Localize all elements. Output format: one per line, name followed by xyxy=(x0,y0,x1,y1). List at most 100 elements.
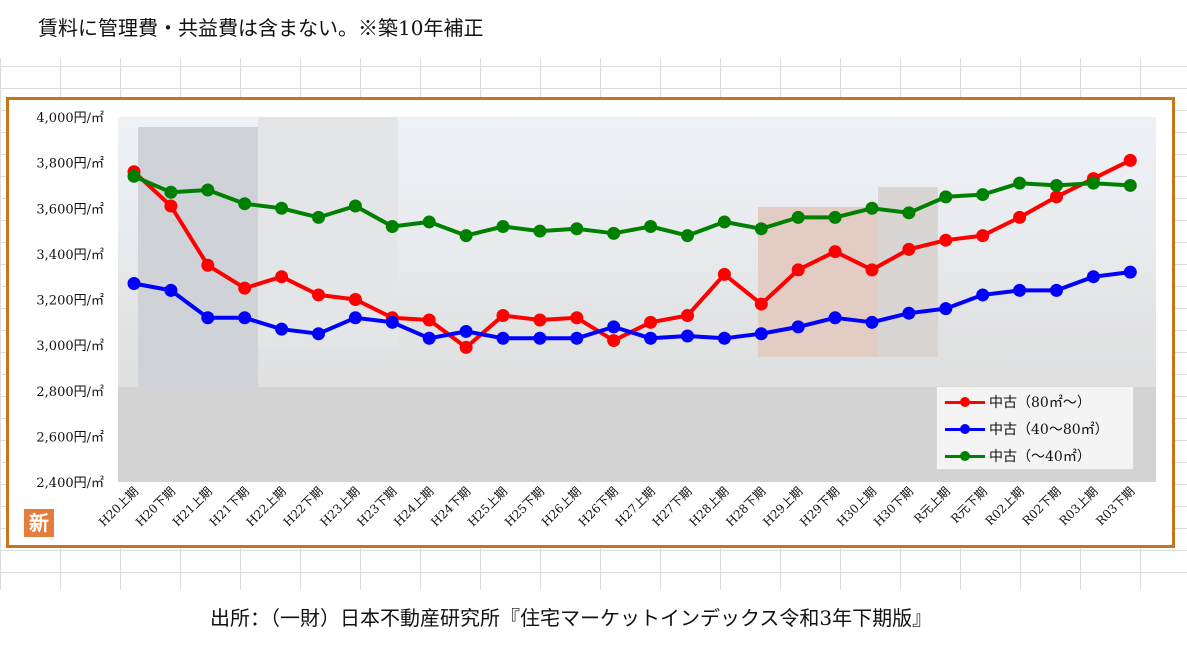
series-line xyxy=(133,270,1131,341)
x-tick-label: H21下期 xyxy=(207,484,252,529)
data-point xyxy=(1050,190,1063,204)
data-point xyxy=(385,220,399,233)
data-point xyxy=(607,320,621,334)
data-point xyxy=(422,313,436,327)
data-point xyxy=(976,288,990,302)
data-point xyxy=(164,199,178,213)
data-point xyxy=(496,220,510,233)
data-point xyxy=(533,313,547,327)
data-point xyxy=(201,183,215,197)
data-point xyxy=(275,201,289,215)
legend-item: 中古（～40㎡） xyxy=(945,444,1091,468)
data-point xyxy=(496,331,510,345)
data-point xyxy=(348,311,362,325)
x-tick-label: H23上期 xyxy=(317,484,362,529)
x-tick-label: R02上期 xyxy=(983,484,1027,528)
x-tick-label: H23下期 xyxy=(354,484,399,529)
data-point xyxy=(1013,176,1027,190)
data-point xyxy=(791,210,805,224)
chart-legend: 中古（80㎡～） 中古（40～80㎡） 中古（～40㎡） xyxy=(936,386,1134,470)
data-point xyxy=(275,270,289,284)
data-point xyxy=(1123,153,1137,167)
data-point xyxy=(459,229,473,243)
x-tick-label: H21上期 xyxy=(170,484,215,529)
data-point xyxy=(1050,283,1063,297)
data-point xyxy=(754,327,768,341)
x-tick-label: H24上期 xyxy=(391,484,436,529)
data-point xyxy=(902,206,916,220)
data-point xyxy=(717,267,731,281)
data-point xyxy=(533,224,547,238)
legend-label: 中古（80㎡～） xyxy=(989,395,1091,411)
data-point xyxy=(1086,176,1100,190)
data-point xyxy=(939,302,953,316)
data-point xyxy=(422,215,436,229)
data-point xyxy=(607,334,621,348)
data-point xyxy=(939,233,953,247)
data-point xyxy=(902,242,916,256)
x-tick-label: H22下期 xyxy=(281,484,326,529)
data-point xyxy=(238,281,252,295)
data-point xyxy=(1086,270,1100,284)
y-tick-label: 2,800円/㎡ xyxy=(36,385,104,400)
legend-swatch xyxy=(945,394,985,410)
data-point xyxy=(348,293,362,306)
x-tick-label: H24下期 xyxy=(428,484,473,529)
x-tick-label: H28下期 xyxy=(723,484,768,529)
data-point xyxy=(164,185,178,199)
y-tick-label: 4,000円/㎡ xyxy=(36,111,104,126)
data-point xyxy=(127,277,141,291)
x-tick-label: H20下期 xyxy=(133,484,178,529)
data-point xyxy=(681,229,694,243)
data-point xyxy=(312,210,325,224)
data-point xyxy=(570,222,584,236)
data-point xyxy=(570,331,584,345)
x-tick-label: H27下期 xyxy=(650,484,695,529)
data-point xyxy=(312,327,325,341)
data-point xyxy=(681,308,694,322)
x-tick-label: R03上期 xyxy=(1056,484,1100,528)
x-tick-label: R02下期 xyxy=(1020,484,1064,528)
x-tick-label: R03下期 xyxy=(1093,484,1137,528)
data-point xyxy=(1013,283,1027,297)
x-tick-label: H25下期 xyxy=(502,484,547,529)
y-tick-label: 3,600円/㎡ xyxy=(36,202,104,217)
x-tick-label: H30上期 xyxy=(834,484,879,529)
data-point xyxy=(459,340,473,354)
source-note: 出所：（一財）日本不動産研究所『住宅マーケットインデックス令和3年下期版』 xyxy=(0,590,1187,648)
y-tick-label: 3,200円/㎡ xyxy=(36,294,104,309)
y-tick-label: 3,800円/㎡ xyxy=(36,157,104,172)
x-tick-label: H27上期 xyxy=(613,484,658,529)
x-tick-label: H22上期 xyxy=(244,484,289,529)
data-point xyxy=(607,226,621,240)
x-tick-label: H26上期 xyxy=(539,484,584,529)
x-tick-label: H25上期 xyxy=(465,484,510,529)
x-tick-label: H29下期 xyxy=(797,484,842,529)
data-point xyxy=(385,315,399,329)
data-point xyxy=(754,297,768,311)
x-tick-label: H28上期 xyxy=(686,484,731,529)
data-point xyxy=(312,288,325,302)
y-tick-label: 3,000円/㎡ xyxy=(36,339,104,354)
data-point xyxy=(865,315,879,329)
data-point xyxy=(348,199,362,213)
data-point xyxy=(902,306,916,320)
x-tick-label: H30下期 xyxy=(871,484,916,529)
legend-label: 中古（40～80㎡） xyxy=(989,422,1109,438)
data-point xyxy=(238,197,252,211)
data-point xyxy=(533,331,547,345)
data-point xyxy=(201,311,215,325)
data-point xyxy=(1013,210,1027,224)
legend-swatch xyxy=(945,448,985,464)
new-badge: 新 xyxy=(24,509,54,537)
data-point xyxy=(1123,178,1137,192)
legend-item: 中古（40～80㎡） xyxy=(945,417,1109,441)
data-point xyxy=(976,229,990,243)
data-point xyxy=(791,320,805,334)
data-point xyxy=(644,220,658,233)
y-tick-label: 3,400円/㎡ xyxy=(36,248,104,263)
y-tick-label: 2,400円/㎡ xyxy=(36,476,104,491)
data-point xyxy=(1050,178,1063,192)
data-point xyxy=(976,188,990,202)
